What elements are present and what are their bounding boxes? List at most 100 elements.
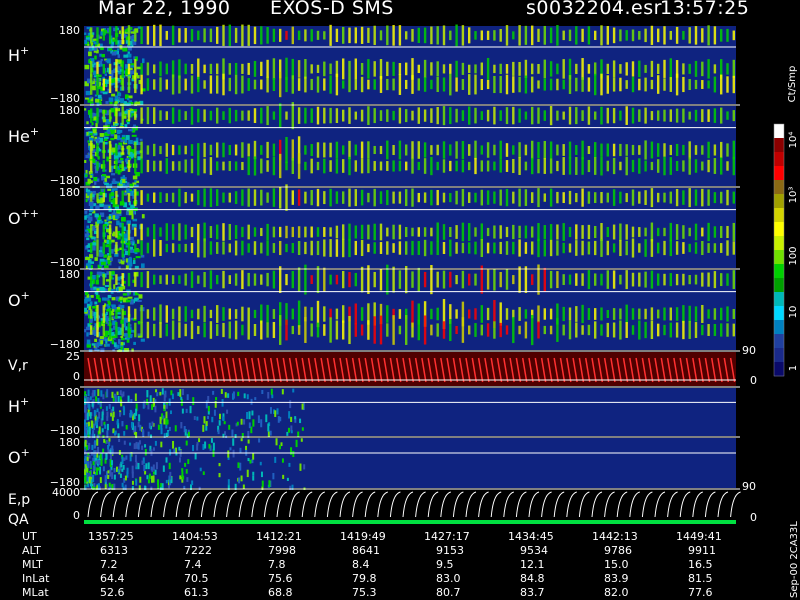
spectrogram-streak <box>707 141 710 159</box>
spectrogram-streak <box>594 157 597 175</box>
noise-cell <box>117 152 122 158</box>
spectrogram-streak <box>411 300 414 328</box>
noise-cell <box>90 483 93 489</box>
spectrogram-streak <box>575 193 578 203</box>
noise-cell <box>90 97 94 102</box>
noise-cell <box>124 29 130 32</box>
colorbar-swatch <box>774 180 784 195</box>
y-tick-top: 180 <box>59 268 80 281</box>
noise-cell <box>135 56 138 61</box>
noise-cell <box>148 422 151 429</box>
noise-cell <box>148 473 151 479</box>
spectrogram-streak <box>732 75 735 94</box>
spectrogram-streak <box>386 61 389 77</box>
ephemeris-value: 1419:49 <box>340 530 386 543</box>
spectrogram-streak <box>512 309 515 319</box>
spectrogram-streak <box>348 315 351 345</box>
noise-cell <box>96 467 99 475</box>
noise-cell <box>97 324 101 328</box>
noise-cell <box>133 291 136 296</box>
spectrogram-streak <box>449 318 452 342</box>
spectrogram-streak <box>209 188 213 207</box>
y-tick-bottom: −180 <box>50 174 80 187</box>
spectrogram-streak <box>556 271 559 289</box>
noise-cell <box>91 452 94 456</box>
spectrogram-streak <box>442 77 446 92</box>
spectrogram-streak <box>682 108 685 123</box>
footer-code: Sep-00 2CA33L <box>789 521 800 598</box>
spectrogram-streak <box>518 266 521 293</box>
spectrogram-streak <box>197 76 200 93</box>
spectrogram-streak <box>367 320 370 340</box>
spectrogram-streak <box>631 238 635 258</box>
noise-cell <box>111 79 115 83</box>
noise-cell <box>192 397 195 406</box>
spectrogram-streak <box>707 222 710 242</box>
noise-cell <box>119 296 123 300</box>
noise-cell <box>180 396 183 400</box>
spectrogram-streak <box>657 159 660 173</box>
spectrogram-streak <box>562 242 565 254</box>
noise-cell <box>117 92 122 97</box>
ephemeris-label: ALT <box>22 544 41 557</box>
energy-sweep <box>490 491 502 518</box>
spectrogram-streak <box>612 27 616 44</box>
spectrogram-streak <box>619 161 622 171</box>
spectrogram-streak <box>310 226 313 238</box>
spectrogram-streak <box>354 189 357 207</box>
y-tick-right-top: 90 <box>742 344 756 357</box>
noise-cell <box>159 487 162 493</box>
noise-cell <box>104 112 109 116</box>
noise-cell <box>85 181 91 186</box>
noise-cell <box>109 454 112 462</box>
spectrogram-streak <box>581 110 584 121</box>
spectrogram-streak <box>417 27 420 43</box>
noise-cell <box>135 172 139 176</box>
noise-cell <box>110 44 114 49</box>
spectrogram-streak <box>342 238 345 258</box>
spectrogram-streak <box>493 268 496 291</box>
noise-cell <box>96 271 102 276</box>
spectrogram-streak <box>512 191 515 204</box>
spectrogram-streak <box>228 223 231 241</box>
noise-cell <box>114 95 119 99</box>
spectrogram-streak <box>682 273 685 286</box>
energy-sweep <box>465 491 477 518</box>
spectrogram-streak <box>549 270 553 289</box>
spectrogram-streak <box>90 27 93 44</box>
noise-cell <box>128 47 132 51</box>
spectrogram-streak <box>316 106 320 125</box>
spectrogram-streak <box>701 109 704 123</box>
noise-cell <box>92 240 96 243</box>
noise-cell <box>139 424 142 431</box>
spectrogram-streak <box>121 145 124 155</box>
noise-cell <box>86 339 91 345</box>
noise-cell <box>287 427 290 433</box>
spectrogram-streak <box>392 224 395 240</box>
noise-cell <box>185 440 188 446</box>
noise-cell <box>181 476 184 483</box>
spectrogram-streak <box>260 145 263 155</box>
noise-cell <box>120 168 123 173</box>
spectrogram-streak <box>342 159 345 173</box>
spectrogram-streak <box>297 189 301 206</box>
spectrogram-streak <box>398 325 402 335</box>
noise-cell <box>124 124 128 129</box>
noise-cell <box>87 97 91 103</box>
noise-cell <box>117 129 123 133</box>
spectrogram-streak <box>171 308 175 320</box>
noise-cell <box>165 404 168 409</box>
spectrogram-streak <box>367 59 370 79</box>
noise-cell <box>99 258 105 262</box>
noise-cell <box>89 304 92 307</box>
velocity-trace <box>654 357 660 383</box>
spectrogram-streak <box>279 315 282 345</box>
energy-sweep <box>629 491 640 518</box>
noise-cell <box>98 109 103 113</box>
noise-cell <box>111 483 114 492</box>
colorbar-label: 1 <box>788 365 799 371</box>
noise-cell <box>267 423 270 432</box>
spectrogram-streak <box>657 242 660 254</box>
noise-cell <box>232 449 235 458</box>
noise-cell <box>137 26 141 29</box>
